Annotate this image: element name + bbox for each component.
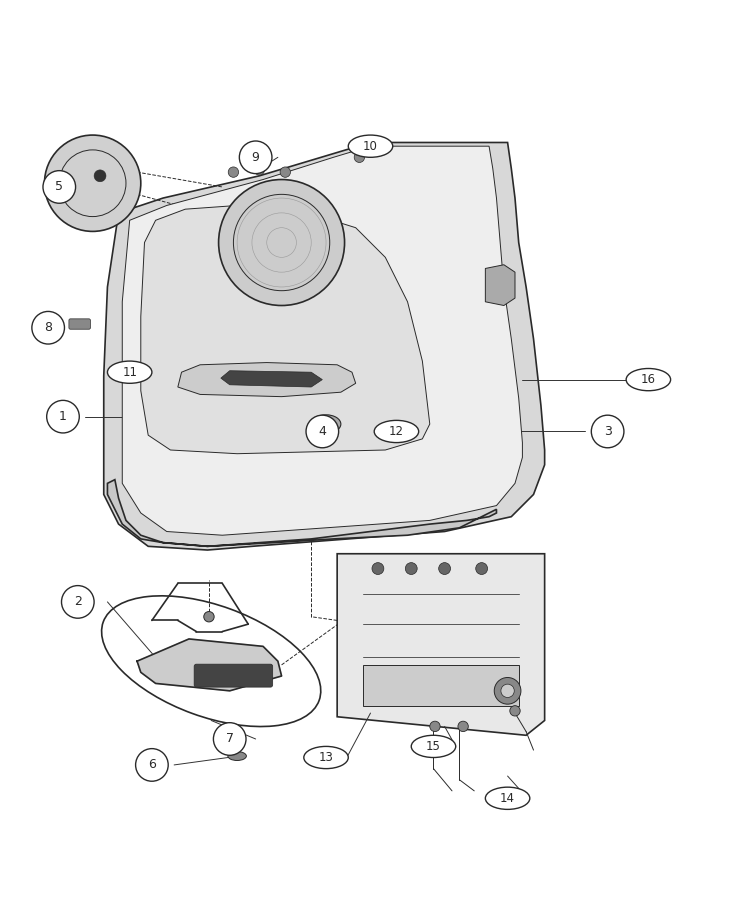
- Polygon shape: [137, 639, 282, 691]
- Circle shape: [204, 611, 214, 622]
- Text: 14: 14: [500, 792, 515, 805]
- Ellipse shape: [107, 361, 152, 383]
- Circle shape: [280, 166, 290, 177]
- Text: 9: 9: [252, 151, 259, 164]
- Circle shape: [94, 170, 106, 182]
- Circle shape: [494, 678, 521, 704]
- FancyBboxPatch shape: [69, 319, 90, 329]
- Circle shape: [510, 706, 520, 716]
- Polygon shape: [178, 363, 356, 397]
- Circle shape: [239, 141, 272, 174]
- Circle shape: [476, 562, 488, 574]
- Text: 7: 7: [226, 733, 233, 745]
- Text: 1: 1: [59, 410, 67, 423]
- Text: 15: 15: [426, 740, 441, 753]
- Text: 12: 12: [389, 425, 404, 438]
- Text: 10: 10: [363, 140, 378, 153]
- Ellipse shape: [311, 415, 341, 433]
- Ellipse shape: [485, 788, 530, 809]
- Text: 11: 11: [122, 365, 137, 379]
- Circle shape: [136, 749, 168, 781]
- Polygon shape: [141, 205, 430, 454]
- Text: 8: 8: [44, 321, 52, 334]
- Circle shape: [44, 135, 141, 231]
- Ellipse shape: [304, 746, 348, 769]
- Polygon shape: [107, 480, 496, 546]
- Polygon shape: [363, 665, 519, 706]
- Polygon shape: [122, 146, 522, 536]
- Circle shape: [439, 562, 451, 574]
- Circle shape: [458, 721, 468, 732]
- Ellipse shape: [348, 135, 393, 158]
- Ellipse shape: [626, 368, 671, 391]
- Text: 13: 13: [319, 751, 333, 764]
- Text: 2: 2: [74, 596, 82, 608]
- Text: 4: 4: [319, 425, 326, 438]
- FancyBboxPatch shape: [194, 664, 273, 687]
- Circle shape: [43, 171, 76, 203]
- Circle shape: [47, 400, 79, 433]
- Text: 5: 5: [56, 180, 63, 194]
- Circle shape: [62, 586, 94, 618]
- Text: 3: 3: [604, 425, 611, 438]
- Text: 16: 16: [641, 374, 656, 386]
- Circle shape: [306, 415, 339, 448]
- Polygon shape: [104, 142, 545, 550]
- Polygon shape: [485, 265, 515, 305]
- Circle shape: [430, 721, 440, 732]
- Circle shape: [372, 562, 384, 574]
- Circle shape: [254, 165, 265, 176]
- Text: 6: 6: [148, 759, 156, 771]
- Ellipse shape: [374, 420, 419, 443]
- Circle shape: [405, 562, 417, 574]
- Ellipse shape: [411, 735, 456, 758]
- Polygon shape: [337, 554, 545, 735]
- Circle shape: [591, 415, 624, 448]
- Circle shape: [32, 311, 64, 344]
- Circle shape: [354, 152, 365, 163]
- Circle shape: [213, 723, 246, 755]
- Polygon shape: [221, 371, 322, 387]
- Circle shape: [219, 179, 345, 305]
- Ellipse shape: [228, 752, 246, 760]
- Circle shape: [228, 166, 239, 177]
- Circle shape: [501, 684, 514, 698]
